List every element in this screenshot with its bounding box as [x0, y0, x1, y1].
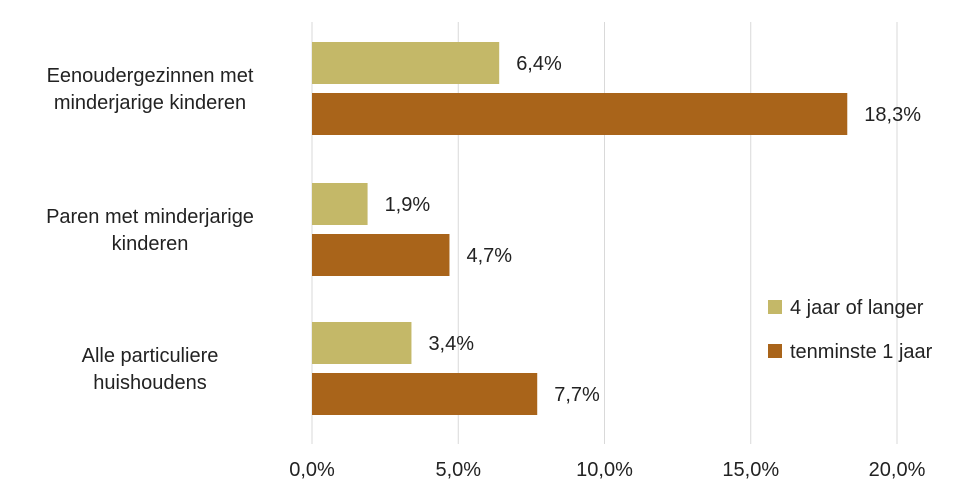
category-label-line: Eenoudergezinnen met — [47, 65, 254, 87]
bar — [312, 42, 500, 84]
legend-label: 4 jaar of langer — [790, 297, 924, 319]
x-axis-ticks: 0,0% 5,0% 10,0% 15,0% 20,0% — [289, 459, 925, 481]
data-label: 3,4% — [428, 333, 474, 355]
bar — [312, 373, 538, 415]
category-label-line: kinderen — [112, 233, 189, 255]
legend-swatch — [768, 344, 782, 358]
category-label-line: Paren met minderjarige — [46, 206, 254, 228]
legend: 4 jaar of langer tenminste 1 jaar — [768, 297, 933, 363]
data-labels: 6,4% 18,3% 1,9% 4,7% 3,4% 7,7% — [385, 53, 922, 406]
legend-swatch — [768, 300, 782, 314]
category-label: Eenoudergezinnen met minderjarige kindere… — [47, 65, 254, 114]
bar — [312, 322, 412, 364]
category-labels: Eenoudergezinnen met minderjarige kindere… — [46, 65, 254, 394]
category-label-line: minderjarige kinderen — [54, 92, 246, 114]
legend-label: tenminste 1 jaar — [790, 341, 933, 363]
category-label-line: huishoudens — [93, 372, 206, 394]
data-label: 4,7% — [466, 245, 512, 267]
bar — [312, 234, 450, 276]
x-tick-label: 10,0% — [576, 459, 633, 481]
category-label: Alle particuliere huishoudens — [82, 345, 219, 394]
bar — [312, 93, 848, 135]
data-label: 1,9% — [385, 194, 431, 216]
category-label-line: Alle particuliere — [82, 345, 219, 367]
x-tick-label: 0,0% — [289, 459, 335, 481]
bar — [312, 183, 368, 225]
x-tick-label: 15,0% — [722, 459, 779, 481]
data-label: 18,3% — [864, 104, 921, 126]
data-label: 7,7% — [554, 384, 600, 406]
x-tick-label: 5,0% — [435, 459, 481, 481]
category-label: Paren met minderjarige kinderen — [46, 206, 254, 255]
bars — [312, 42, 848, 415]
data-label: 6,4% — [516, 53, 562, 75]
x-tick-label: 20,0% — [869, 459, 926, 481]
